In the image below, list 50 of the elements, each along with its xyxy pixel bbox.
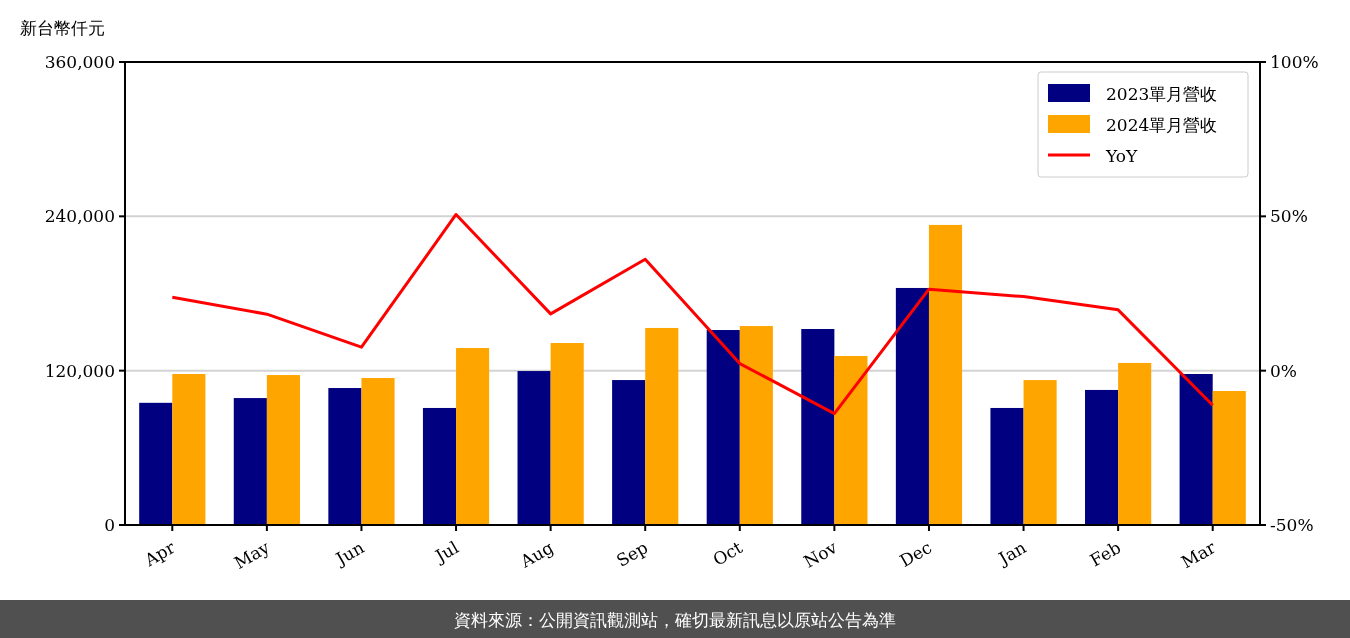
x-tick-label: Dec	[896, 537, 935, 572]
bar	[706, 330, 740, 525]
bar	[233, 398, 267, 525]
bar	[422, 407, 457, 525]
bar	[1212, 390, 1246, 525]
x-tick-label: Apr	[140, 536, 180, 571]
legend-label: 2023單月營收	[1106, 84, 1218, 104]
source-note: 資料來源：公開資訊觀測站，確切最新訊息以原站公告為準	[454, 610, 896, 630]
y2-tick-label: 100%	[1270, 52, 1319, 72]
legend-label: YoY	[1105, 146, 1138, 166]
x-tick-label: Jun	[330, 537, 368, 570]
bar	[456, 348, 490, 525]
x-tick-label: Feb	[1086, 537, 1125, 571]
y-tick-label: 240,000	[44, 206, 115, 227]
x-tick-label: Mar	[1177, 536, 1220, 573]
bar	[895, 287, 929, 525]
bar	[328, 388, 362, 525]
bar	[1118, 362, 1152, 525]
y-tick-label: 120,000	[44, 360, 115, 381]
x-tick-label: Sep	[612, 537, 652, 571]
bar	[1179, 374, 1213, 525]
bar	[834, 356, 868, 525]
bar	[1023, 380, 1057, 525]
y-axis-title: 新台幣仟元	[20, 18, 105, 38]
x-tick-label: Jan	[993, 537, 1030, 570]
legend-label: 2024單月營收	[1106, 115, 1218, 135]
y-tick-label: 360,000	[44, 52, 115, 72]
bar	[928, 224, 963, 525]
bar	[645, 327, 679, 525]
x-tick-label: Jul	[430, 537, 463, 568]
y-tick-label: 0	[104, 515, 115, 535]
bar	[361, 378, 395, 525]
line-series	[170, 212, 1215, 416]
bar	[801, 329, 835, 525]
x-tick-label: Nov	[800, 536, 841, 572]
bar	[990, 407, 1024, 525]
bar	[550, 343, 584, 525]
x-tick-label: May	[230, 536, 274, 574]
x-tick-label: Aug	[516, 537, 557, 573]
bar	[612, 380, 646, 525]
y2-tick-label: 50%	[1270, 206, 1308, 227]
y2-tick-label: 0%	[1270, 360, 1297, 381]
x-tick-label: Oct	[709, 537, 746, 570]
bar	[139, 402, 173, 525]
bar	[517, 371, 551, 525]
bar	[266, 375, 300, 525]
y2-tick-label: -50%	[1270, 515, 1314, 535]
bar	[172, 374, 206, 525]
bar	[1085, 389, 1119, 525]
bar	[739, 326, 773, 525]
